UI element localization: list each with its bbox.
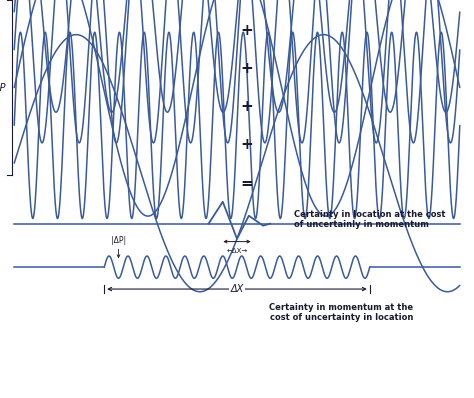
Text: |ΔP|: |ΔP|	[111, 236, 126, 245]
Text: +: +	[240, 61, 253, 76]
Text: +: +	[240, 23, 253, 38]
Text: ΔX: ΔX	[230, 284, 244, 294]
Text: ΔP: ΔP	[0, 82, 6, 93]
Text: Certainty in momentum at the
cost of uncertainty in location: Certainty in momentum at the cost of unc…	[269, 303, 413, 322]
Text: ←ΔX→: ←ΔX→	[227, 248, 247, 254]
Text: Certainty in location at the cost
of uncertainly in momentum: Certainty in location at the cost of unc…	[294, 210, 446, 229]
Text: +: +	[240, 137, 253, 152]
Text: =: =	[240, 176, 253, 191]
Text: +: +	[240, 99, 253, 114]
